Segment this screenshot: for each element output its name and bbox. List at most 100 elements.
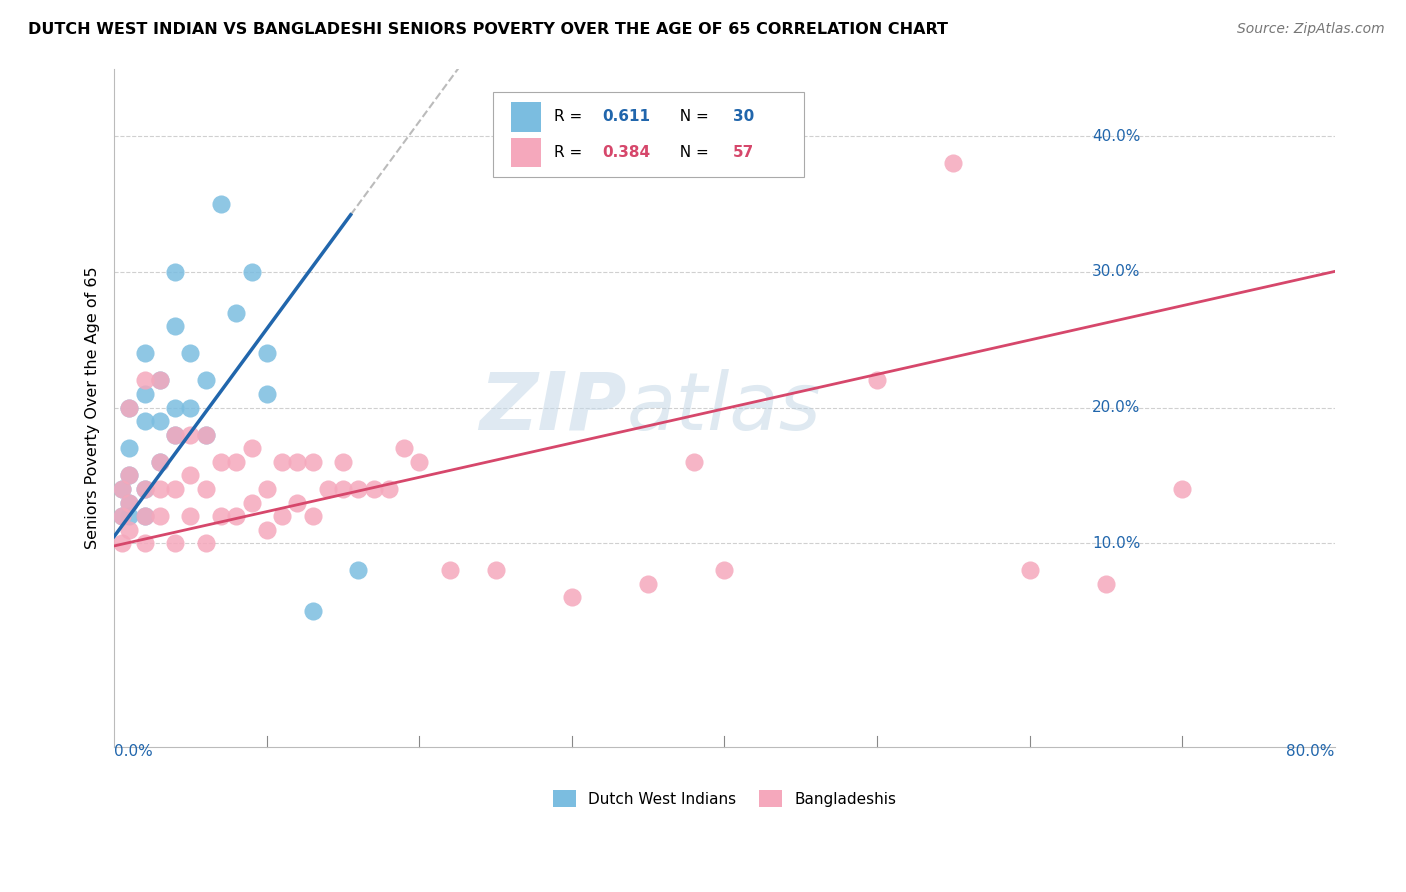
Point [179,401,201,415]
Point [285,495,308,509]
Point [165,427,187,442]
Text: 20.0%: 20.0% [1092,401,1140,415]
Point [149,455,172,469]
Point [378,482,401,496]
Point [347,482,370,496]
Point [149,414,172,428]
Text: 30: 30 [733,109,754,124]
Point [209,455,232,469]
Point [165,536,187,550]
Point [1018,563,1040,577]
Point [256,523,278,537]
Point [301,455,323,469]
Point [194,427,217,442]
Point [118,495,141,509]
Point [179,427,201,442]
Text: 80.0%: 80.0% [1286,744,1334,759]
Text: 30.0%: 30.0% [1092,264,1140,279]
Point [165,427,187,442]
Point [439,563,461,577]
Point [256,387,278,401]
Text: DUTCH WEST INDIAN VS BANGLADESHI SENIORS POVERTY OVER THE AGE OF 65 CORRELATION : DUTCH WEST INDIAN VS BANGLADESHI SENIORS… [28,22,948,37]
Text: R =: R = [554,145,586,160]
Point [408,455,430,469]
Point [149,482,172,496]
Text: N =: N = [669,109,713,124]
Point [194,427,217,442]
Text: Source: ZipAtlas.com: Source: ZipAtlas.com [1237,22,1385,37]
FancyBboxPatch shape [510,102,541,131]
Point [134,509,156,524]
Point [118,468,141,483]
Point [1171,482,1194,496]
Text: R =: R = [554,109,586,124]
Text: 10.0%: 10.0% [1092,536,1140,550]
Point [194,374,217,388]
Point [561,591,583,605]
Point [149,509,172,524]
Point [316,482,339,496]
Point [111,536,134,550]
Point [271,455,294,469]
Point [866,374,889,388]
Point [134,374,156,388]
Point [118,468,141,483]
Point [134,482,156,496]
Text: N =: N = [669,145,713,160]
Point [363,482,385,496]
Point [111,482,134,496]
Point [942,156,965,170]
Point [225,455,247,469]
FancyBboxPatch shape [510,137,541,168]
Text: 0.0%: 0.0% [114,744,153,759]
Point [165,482,187,496]
Point [118,495,141,509]
Point [134,346,156,360]
Point [134,509,156,524]
Point [194,482,217,496]
Point [301,604,323,618]
Point [165,319,187,334]
Point [179,509,201,524]
Point [118,442,141,456]
Point [240,495,263,509]
Point [149,374,172,388]
Point [392,442,415,456]
Point [332,455,354,469]
Text: 0.384: 0.384 [602,145,651,160]
Point [118,523,141,537]
Point [225,305,247,319]
Point [118,401,141,415]
Point [240,442,263,456]
Text: 0.611: 0.611 [602,109,651,124]
Point [301,509,323,524]
Point [240,265,263,279]
Point [134,387,156,401]
Legend: Dutch West Indians, Bangladeshis: Dutch West Indians, Bangladeshis [547,784,903,814]
FancyBboxPatch shape [492,92,804,177]
Text: atlas: atlas [627,368,821,447]
Point [111,509,134,524]
Point [637,577,659,591]
Point [285,455,308,469]
Text: 40.0%: 40.0% [1092,128,1140,144]
Point [225,509,247,524]
Point [683,455,706,469]
Point [111,482,134,496]
Point [134,536,156,550]
Point [1095,577,1118,591]
Point [118,509,141,524]
Point [332,482,354,496]
Point [485,563,508,577]
Point [179,346,201,360]
Point [111,509,134,524]
Point [149,455,172,469]
Text: ZIP: ZIP [479,368,627,447]
Point [194,536,217,550]
Point [209,509,232,524]
Point [347,563,370,577]
Point [118,401,141,415]
Text: 57: 57 [733,145,754,160]
Point [165,401,187,415]
Point [271,509,294,524]
